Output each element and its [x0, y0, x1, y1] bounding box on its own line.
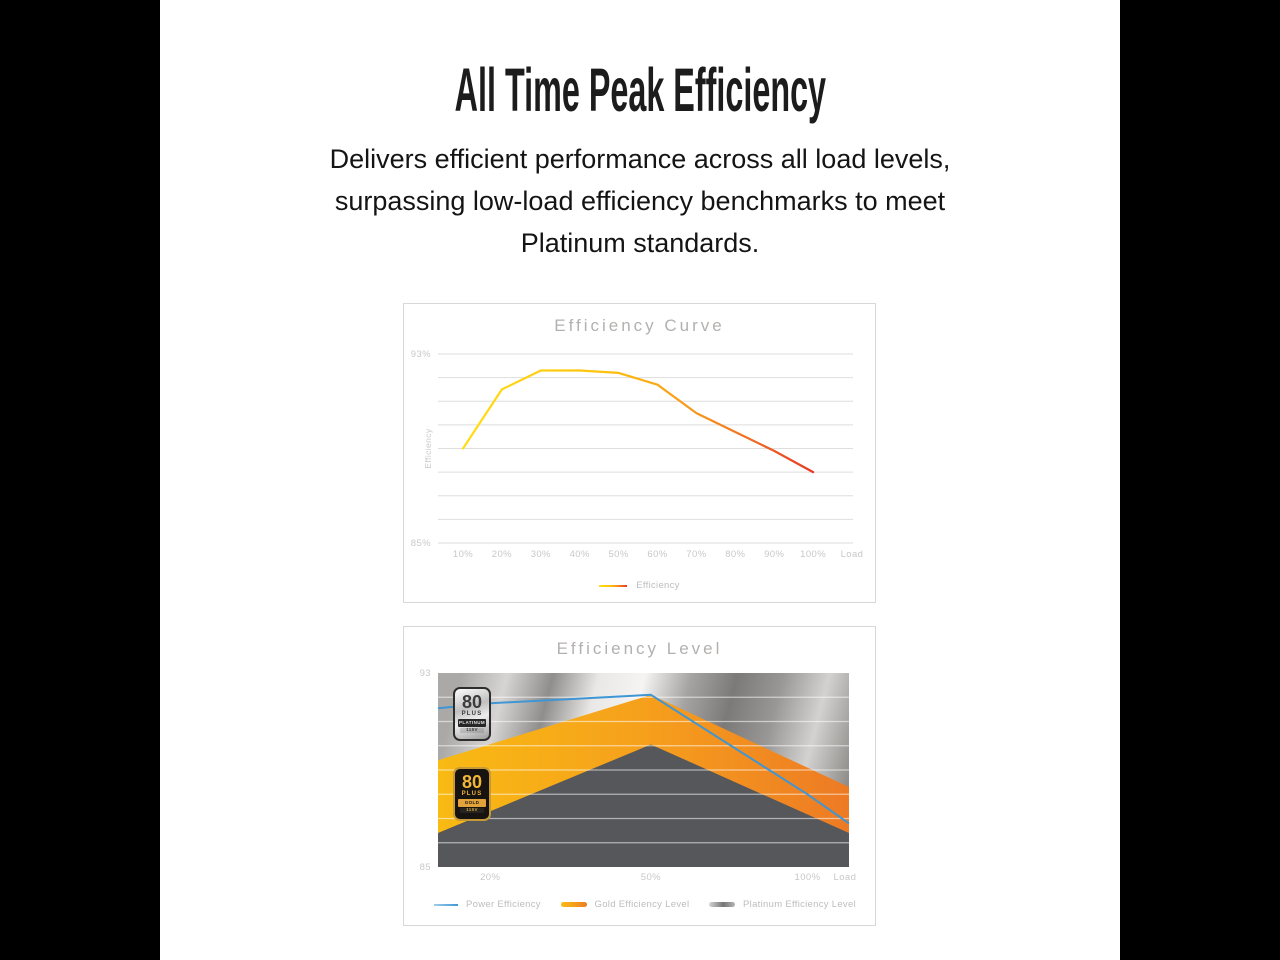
efficiency-level-title: Efficiency Level — [556, 639, 723, 658]
efficiency-level-plot: 93 85 20% 50% 100% Load — [420, 668, 857, 883]
legend-item-power-efficiency: Power Efficiency — [434, 899, 541, 910]
efficiency-line-swatch — [599, 584, 628, 587]
y-tick-top: 93 — [420, 668, 431, 679]
page-subtitle: Delivers efficient performance across al… — [160, 138, 1120, 264]
x-tick: 70% — [686, 549, 706, 560]
x-tick: 80% — [725, 549, 745, 560]
efficiency-curve-plot: 93% 85% Efficiency 10% 20% 30% 40% 50% 60% 70% 80%… — [411, 349, 864, 560]
x-tick: 50% — [641, 872, 661, 883]
80plus-gold-badge: 80 PLUS GOLD 115V — [453, 767, 491, 821]
efficiency-curve-panel: Efficiency Curve 93% 85% Efficiency 10% 20% 3… — [403, 303, 876, 603]
x-tick: Load — [841, 549, 864, 560]
platinum-level-swatch — [709, 902, 736, 907]
subtitle-line-3: Platinum standards. — [520, 228, 760, 258]
subtitle-line-1: Delivers efficient performance across al… — [329, 144, 951, 174]
x-tick: 30% — [531, 549, 551, 560]
legend-item-platinum-level: Platinum Efficiency Level — [709, 899, 856, 910]
y-axis-label: Efficiency — [423, 428, 433, 469]
efficiency-line — [461, 369, 815, 474]
80plus-platinum-number: 80 — [461, 692, 483, 712]
content-area: All Time Peak Efficiency Delivers effici… — [160, 0, 1120, 960]
80plus-platinum-plus: PLUS — [461, 711, 483, 717]
subtitle-line-2: surpassing low-load efficiency benchmark… — [334, 186, 946, 216]
gold-level-swatch — [560, 902, 587, 907]
x-tick: 20% — [492, 549, 512, 560]
80plus-gold-volt: 115V — [460, 808, 484, 813]
x-tick: 40% — [570, 549, 590, 560]
80plus-gold-tier: GOLD — [458, 799, 486, 807]
efficiency-curve-legend: Efficiency — [404, 580, 875, 591]
efficiency-level-legend: Power Efficiency Gold Efficiency Level P… — [434, 899, 856, 910]
80plus-platinum-volt: 115V — [460, 728, 484, 733]
80plus-gold-number: 80 — [461, 772, 483, 792]
80plus-platinum-badge: 80 PLUS PLATINUM 115V — [453, 687, 491, 741]
x-tick: 50% — [608, 549, 628, 560]
80plus-platinum-tier: PLATINUM — [458, 719, 486, 727]
x-tick: Load — [834, 872, 857, 883]
x-tick: 20% — [480, 872, 500, 883]
x-tick: 10% — [453, 549, 473, 560]
letterbox-right — [1120, 0, 1280, 960]
power-efficiency-line-swatch — [434, 903, 458, 906]
page-title-text: All Time Peak Efficiency — [454, 56, 826, 124]
efficiency-legend-label: Efficiency — [636, 580, 680, 591]
80plus-gold-plus: PLUS — [461, 791, 483, 797]
x-tick: 100% — [795, 872, 821, 883]
x-tick: 100% — [800, 549, 826, 560]
letterbox-left — [0, 0, 160, 960]
platinum-efficiency-area — [438, 744, 849, 867]
page-title: All Time Peak Efficiency — [160, 60, 1120, 121]
x-tick: 90% — [764, 549, 784, 560]
y-tick-bottom: 85% — [411, 538, 431, 549]
efficiency-level-panel: Efficiency Level 93 85 20% 50% 100% Load 80 P… — [403, 626, 876, 926]
x-tick: 60% — [647, 549, 667, 560]
efficiency-curve-title: Efficiency Curve — [554, 316, 725, 335]
y-tick-top: 93% — [411, 349, 431, 360]
legend-item-gold-level: Gold Efficiency Level — [560, 899, 690, 910]
y-tick-bottom: 85 — [420, 862, 431, 873]
